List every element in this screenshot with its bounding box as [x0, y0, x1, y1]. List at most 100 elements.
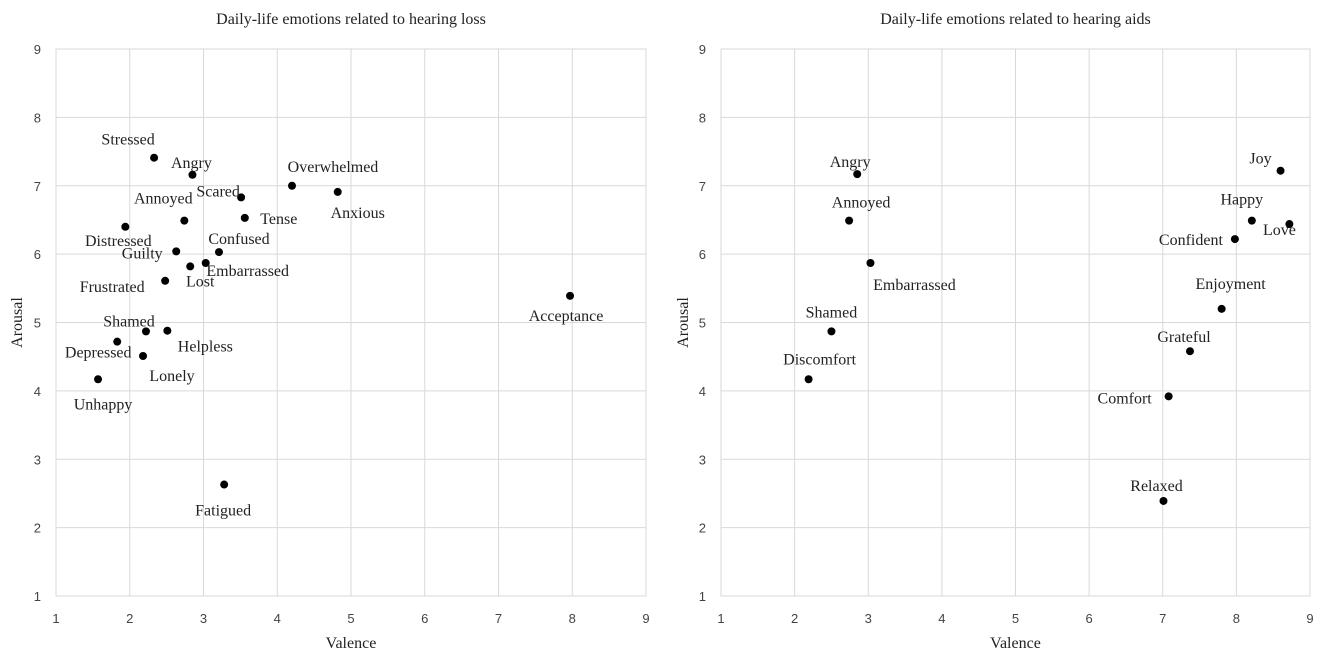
point-grateful	[1185, 347, 1194, 356]
point-label-confused: Confused	[208, 231, 269, 248]
point-enjoyment	[1217, 304, 1226, 313]
x-tick-label: 4	[274, 611, 281, 626]
chart-title: Daily-life emotions related to hearing a…	[880, 11, 1151, 28]
point-label-guilty: Guilty	[122, 245, 163, 262]
point-label-shamed: Shamed	[103, 313, 155, 330]
x-tick-label: 8	[1233, 611, 1240, 626]
plot-area	[720, 48, 1311, 597]
point-unhappy	[94, 375, 103, 384]
y-tick-label: 3	[34, 452, 41, 467]
point-annoyed	[180, 216, 189, 225]
x-tick-label: 4	[938, 611, 945, 626]
y-tick-label: 9	[699, 42, 706, 57]
point-fatigued	[220, 480, 229, 489]
point-shamed	[141, 327, 150, 336]
point-discomfort	[804, 375, 813, 384]
point-label-comfort: Comfort	[1098, 390, 1153, 407]
y-tick-label: 1	[699, 589, 706, 604]
y-axis-title: Arousal	[675, 297, 692, 348]
point-label-embarrassed: Embarrassed	[873, 277, 956, 294]
y-tick-label: 5	[34, 316, 41, 331]
point-label-depressed: Depressed	[65, 345, 132, 362]
panel-hearing-aids: 1 2 3 4 5 6 7 8 9 1 2 3 4 5 6 7 8 9 Daily-life emotions re…	[675, 11, 1314, 652]
chart-title: Daily-life emotions related to hearing l…	[216, 11, 486, 28]
y-tick-label: 7	[34, 179, 41, 194]
point-angry	[853, 170, 862, 179]
point-label-angry: Angry	[830, 154, 871, 171]
point-frustrated	[161, 276, 170, 285]
point-anxious	[333, 187, 342, 196]
x-tick-label: 2	[791, 611, 798, 626]
x-axis-title: Valence	[990, 635, 1041, 652]
point-distressed	[121, 222, 130, 231]
y-tick-label: 8	[34, 110, 41, 125]
point-label-distressed: Distressed	[85, 233, 152, 250]
point-label-scared: Scared	[196, 183, 240, 200]
point-lost	[186, 262, 195, 271]
point-guilty	[172, 247, 181, 256]
point-label-discomfort: Discomfort	[783, 351, 856, 368]
point-label-lonely: Lonely	[149, 368, 194, 385]
point-shamed	[827, 327, 836, 336]
point-joy	[1276, 166, 1285, 175]
plot-area	[55, 48, 647, 597]
point-label-fatigued: Fatigued	[195, 503, 251, 520]
x-tick-label: 6	[421, 611, 428, 626]
x-tick-label: 6	[1086, 611, 1093, 626]
x-tick-label: 3	[200, 611, 207, 626]
point-acceptance	[566, 291, 575, 300]
y-tick-label: 6	[699, 247, 706, 262]
x-tick-label: 2	[126, 611, 133, 626]
x-tick-label: 7	[1159, 611, 1166, 626]
point-tense	[240, 213, 249, 222]
point-label-angry: Angry	[171, 155, 212, 172]
point-label-grateful: Grateful	[1157, 329, 1211, 346]
y-tick-label: 6	[34, 247, 41, 262]
point-label-lost: Lost	[186, 273, 215, 290]
x-tick-label: 1	[717, 611, 724, 626]
x-tick-label: 5	[1012, 611, 1019, 626]
point-label-acceptance: Acceptance	[529, 308, 604, 325]
point-embarrassed	[866, 259, 875, 268]
point-label-tense: Tense	[260, 211, 297, 228]
x-tick-label: 9	[642, 611, 649, 626]
point-label-confident: Confident	[1159, 232, 1224, 249]
panel-hearing-loss: 1 2 3 4 5 6 7 8 9 1 2 3 4 5 6 7 8 9 Daily-life emotions re…	[9, 11, 650, 652]
point-annoyed	[845, 216, 854, 225]
point-label-helpless: Helpless	[178, 339, 233, 356]
x-tick-label: 5	[347, 611, 354, 626]
point-label-love: Love	[1263, 222, 1296, 239]
point-label-embarrassed: Embarrassed	[206, 263, 289, 280]
y-tick-label: 1	[34, 589, 41, 604]
y-tick-label: 5	[699, 316, 706, 331]
point-label-annoyed: Annoyed	[134, 191, 193, 208]
point-label-overwhelmed: Overwhelmed	[288, 159, 379, 176]
point-embarrassed	[201, 259, 210, 268]
point-label-stressed: Stressed	[101, 132, 154, 149]
point-label-enjoyment: Enjoyment	[1196, 276, 1267, 293]
point-comfort	[1164, 392, 1173, 401]
point-lonely	[139, 352, 148, 361]
x-axis-title: Valence	[326, 635, 377, 652]
point-relaxed	[1159, 496, 1168, 505]
point-label-frustrated: Frustrated	[80, 279, 145, 296]
y-tick-label: 3	[699, 452, 706, 467]
y-axis-title: Arousal	[9, 297, 26, 348]
point-label-happy: Happy	[1221, 192, 1264, 209]
point-confused	[214, 248, 223, 257]
point-depressed	[113, 337, 122, 346]
y-tick-label: 9	[34, 42, 41, 57]
point-label-anxious: Anxious	[331, 205, 385, 222]
point-happy	[1247, 216, 1256, 225]
point-angry	[188, 170, 197, 179]
point-love	[1285, 220, 1294, 229]
point-label-annoyed: Annoyed	[832, 195, 891, 212]
x-tick-label: 7	[495, 611, 502, 626]
point-scared	[237, 193, 246, 202]
point-confident	[1230, 235, 1239, 244]
point-overwhelmed	[288, 181, 296, 190]
y-tick-label: 4	[34, 384, 41, 399]
x-tick-label: 1	[52, 611, 59, 626]
x-tick-label: 8	[569, 611, 576, 626]
